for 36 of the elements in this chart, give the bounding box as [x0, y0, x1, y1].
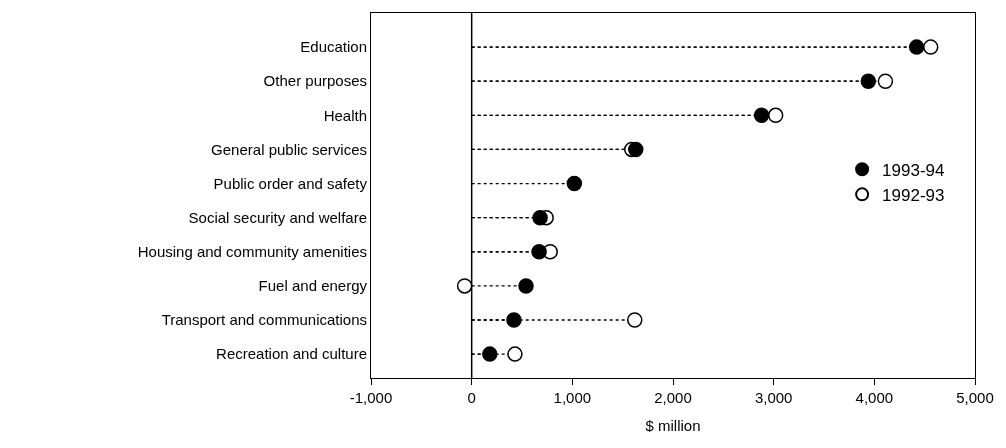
- x-tick-label: 4,000: [855, 389, 894, 406]
- y-tick-label: Transport and communications: [161, 311, 367, 329]
- point: [566, 175, 583, 192]
- point: [877, 73, 894, 89]
- point: [753, 107, 770, 124]
- y-tick-label: Health: [323, 106, 367, 124]
- x-axis-title: $ million: [645, 417, 701, 434]
- point: [922, 39, 939, 55]
- x-tick-label: 0: [467, 389, 476, 406]
- point: [860, 73, 877, 89]
- x-tick-label: 2,000: [654, 389, 692, 406]
- legend-label: 1993-94: [882, 160, 945, 180]
- point: [507, 346, 523, 362]
- point: [767, 107, 784, 124]
- y-tick-label: Public order and safety: [213, 174, 368, 192]
- point: [518, 278, 534, 294]
- y-tick-label: Recreation and culture: [216, 345, 367, 363]
- point: [506, 312, 522, 328]
- x-tick-label: 1,000: [553, 389, 592, 406]
- y-tick-label: Social security and welfare: [188, 208, 367, 226]
- point: [532, 209, 548, 226]
- point: [531, 244, 547, 260]
- point: [627, 312, 643, 328]
- x-tick-label: -1,000: [349, 389, 393, 406]
- point: [628, 141, 644, 158]
- point: [456, 278, 473, 294]
- point: [908, 39, 925, 55]
- y-tick-label: Housing and community amenities: [137, 243, 367, 261]
- y-tick-label: General public services: [211, 140, 367, 158]
- y-tick-label: Education: [300, 38, 367, 56]
- x-tick-label: 3,000: [754, 389, 793, 406]
- y-tick-label: Other purposes: [263, 72, 367, 90]
- x-tick-label: 5,000: [956, 389, 994, 406]
- legend-label: 1992-93: [882, 185, 945, 205]
- point: [482, 346, 498, 362]
- y-tick-label: Fuel and energy: [258, 277, 368, 295]
